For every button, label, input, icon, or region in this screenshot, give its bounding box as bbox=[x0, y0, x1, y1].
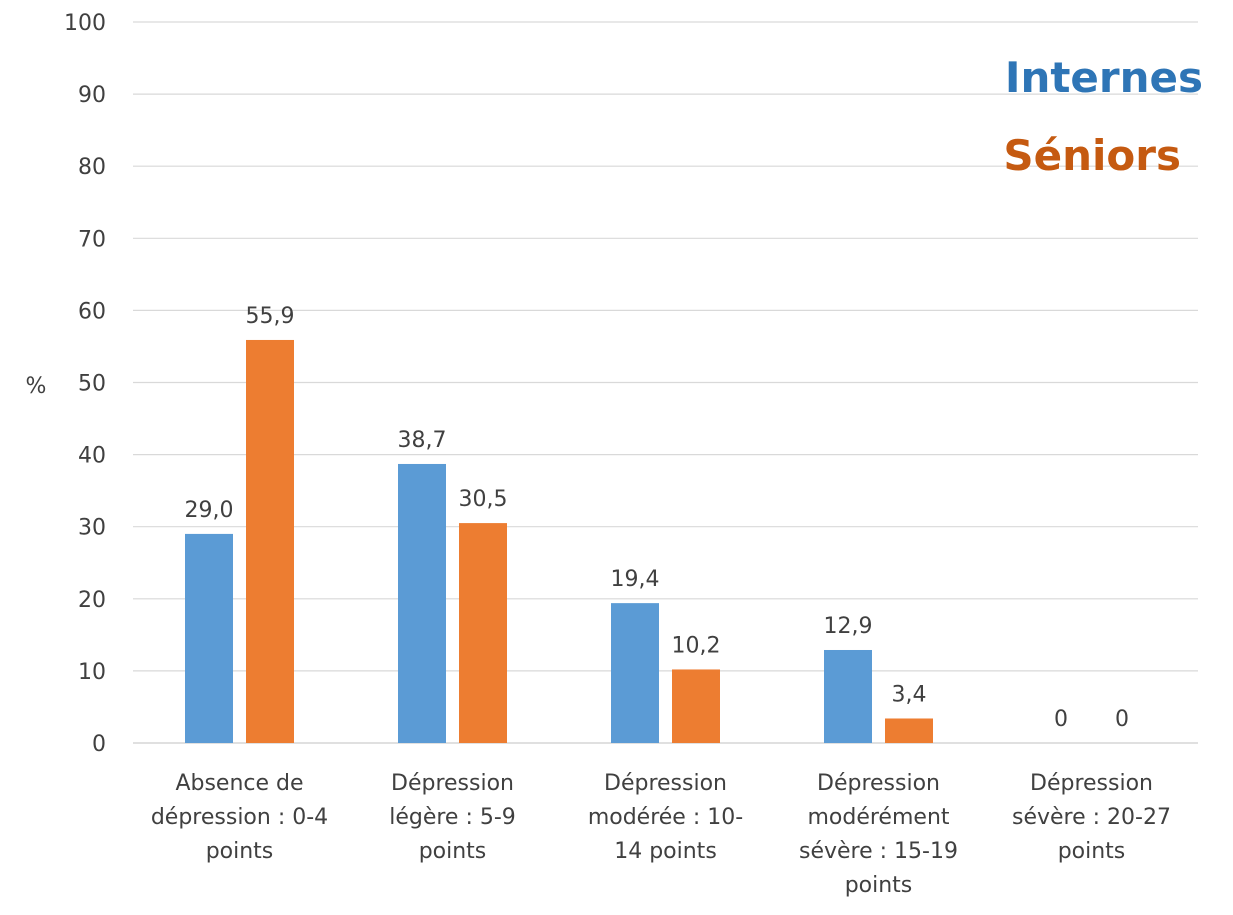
bar-seniors bbox=[885, 718, 933, 743]
y-tick-label: 40 bbox=[78, 444, 106, 469]
data-label: 30,5 bbox=[459, 487, 508, 512]
category-label: Dépression modérément sévère : 15-19 points bbox=[799, 771, 958, 898]
category-label-line: modérément bbox=[807, 805, 949, 830]
y-tick-label: 100 bbox=[64, 11, 106, 36]
category-labels: Absence de dépression : 0-4 pointsDépressi… bbox=[151, 771, 1171, 898]
bar-seniors bbox=[246, 339, 294, 743]
y-tick-label: 20 bbox=[78, 588, 106, 613]
bar-internes bbox=[185, 533, 233, 743]
y-tick-label: 80 bbox=[78, 155, 106, 180]
data-label: 0 bbox=[1054, 707, 1068, 732]
data-label: 3,4 bbox=[892, 682, 927, 707]
category-label-line: Dépression bbox=[817, 771, 940, 796]
y-tick-label: 60 bbox=[78, 299, 106, 324]
category-label-line: Dépression bbox=[604, 771, 727, 796]
y-tick-label: 50 bbox=[78, 372, 106, 397]
legend-item-internes: Internes bbox=[1005, 53, 1203, 102]
data-label: 29,0 bbox=[185, 498, 234, 523]
bar-seniors bbox=[459, 523, 507, 743]
category-label-line: légère : 5-9 bbox=[389, 805, 516, 830]
data-label: 0 bbox=[1115, 707, 1129, 732]
y-tick-label: 30 bbox=[78, 516, 106, 541]
data-label: 55,9 bbox=[246, 304, 295, 329]
y-tick-label: 0 bbox=[92, 732, 106, 757]
bar-seniors bbox=[672, 669, 720, 743]
category-label: Dépression légère : 5-9 points bbox=[389, 771, 516, 864]
category-label: Dépression modérée : 10- 14 points bbox=[588, 771, 743, 864]
category-label-line: modérée : 10- bbox=[588, 805, 743, 830]
category-label-line: points bbox=[419, 839, 487, 864]
data-label: 12,9 bbox=[824, 614, 873, 639]
category-label-line: 14 points bbox=[614, 839, 717, 864]
bar-internes bbox=[611, 603, 659, 743]
data-labels: 29,0 55,9 38,7 30,5 19,4 10,2 12,9 3,4 0 0 bbox=[185, 304, 1129, 732]
category-label: Absence de dépression : 0-4 points bbox=[151, 771, 328, 864]
category-label-line: sévère : 15-19 bbox=[799, 839, 958, 864]
data-label: 10,2 bbox=[672, 633, 721, 658]
category-label-line: points bbox=[1058, 839, 1126, 864]
legend: Internes Séniors bbox=[1003, 53, 1203, 180]
data-label: 38,7 bbox=[398, 428, 447, 453]
category-label: Dépression sévère : 20-27 points bbox=[1012, 771, 1171, 864]
category-label-line: points bbox=[845, 873, 913, 898]
bar-internes bbox=[398, 463, 446, 743]
category-label-line: Absence de bbox=[175, 771, 303, 796]
y-tick-label: 70 bbox=[78, 227, 106, 252]
data-label: 19,4 bbox=[611, 567, 660, 592]
bar-internes bbox=[824, 649, 872, 743]
y-axis-label: % bbox=[26, 374, 47, 399]
legend-item-seniors: Séniors bbox=[1003, 131, 1181, 180]
category-label-line: sévère : 20-27 bbox=[1012, 805, 1171, 830]
category-label-line: dépression : 0-4 bbox=[151, 805, 328, 830]
category-label-line: Dépression bbox=[1030, 771, 1153, 796]
category-label-line: Dépression bbox=[391, 771, 514, 796]
gridlines bbox=[133, 21, 1198, 744]
bars bbox=[185, 339, 933, 743]
y-tick-label: 10 bbox=[78, 660, 106, 685]
y-tick-label: 90 bbox=[78, 83, 106, 108]
y-axis-ticks: 0 10 20 30 40 50 60 70 80 90 100 bbox=[64, 11, 106, 757]
category-label-line: points bbox=[206, 839, 274, 864]
